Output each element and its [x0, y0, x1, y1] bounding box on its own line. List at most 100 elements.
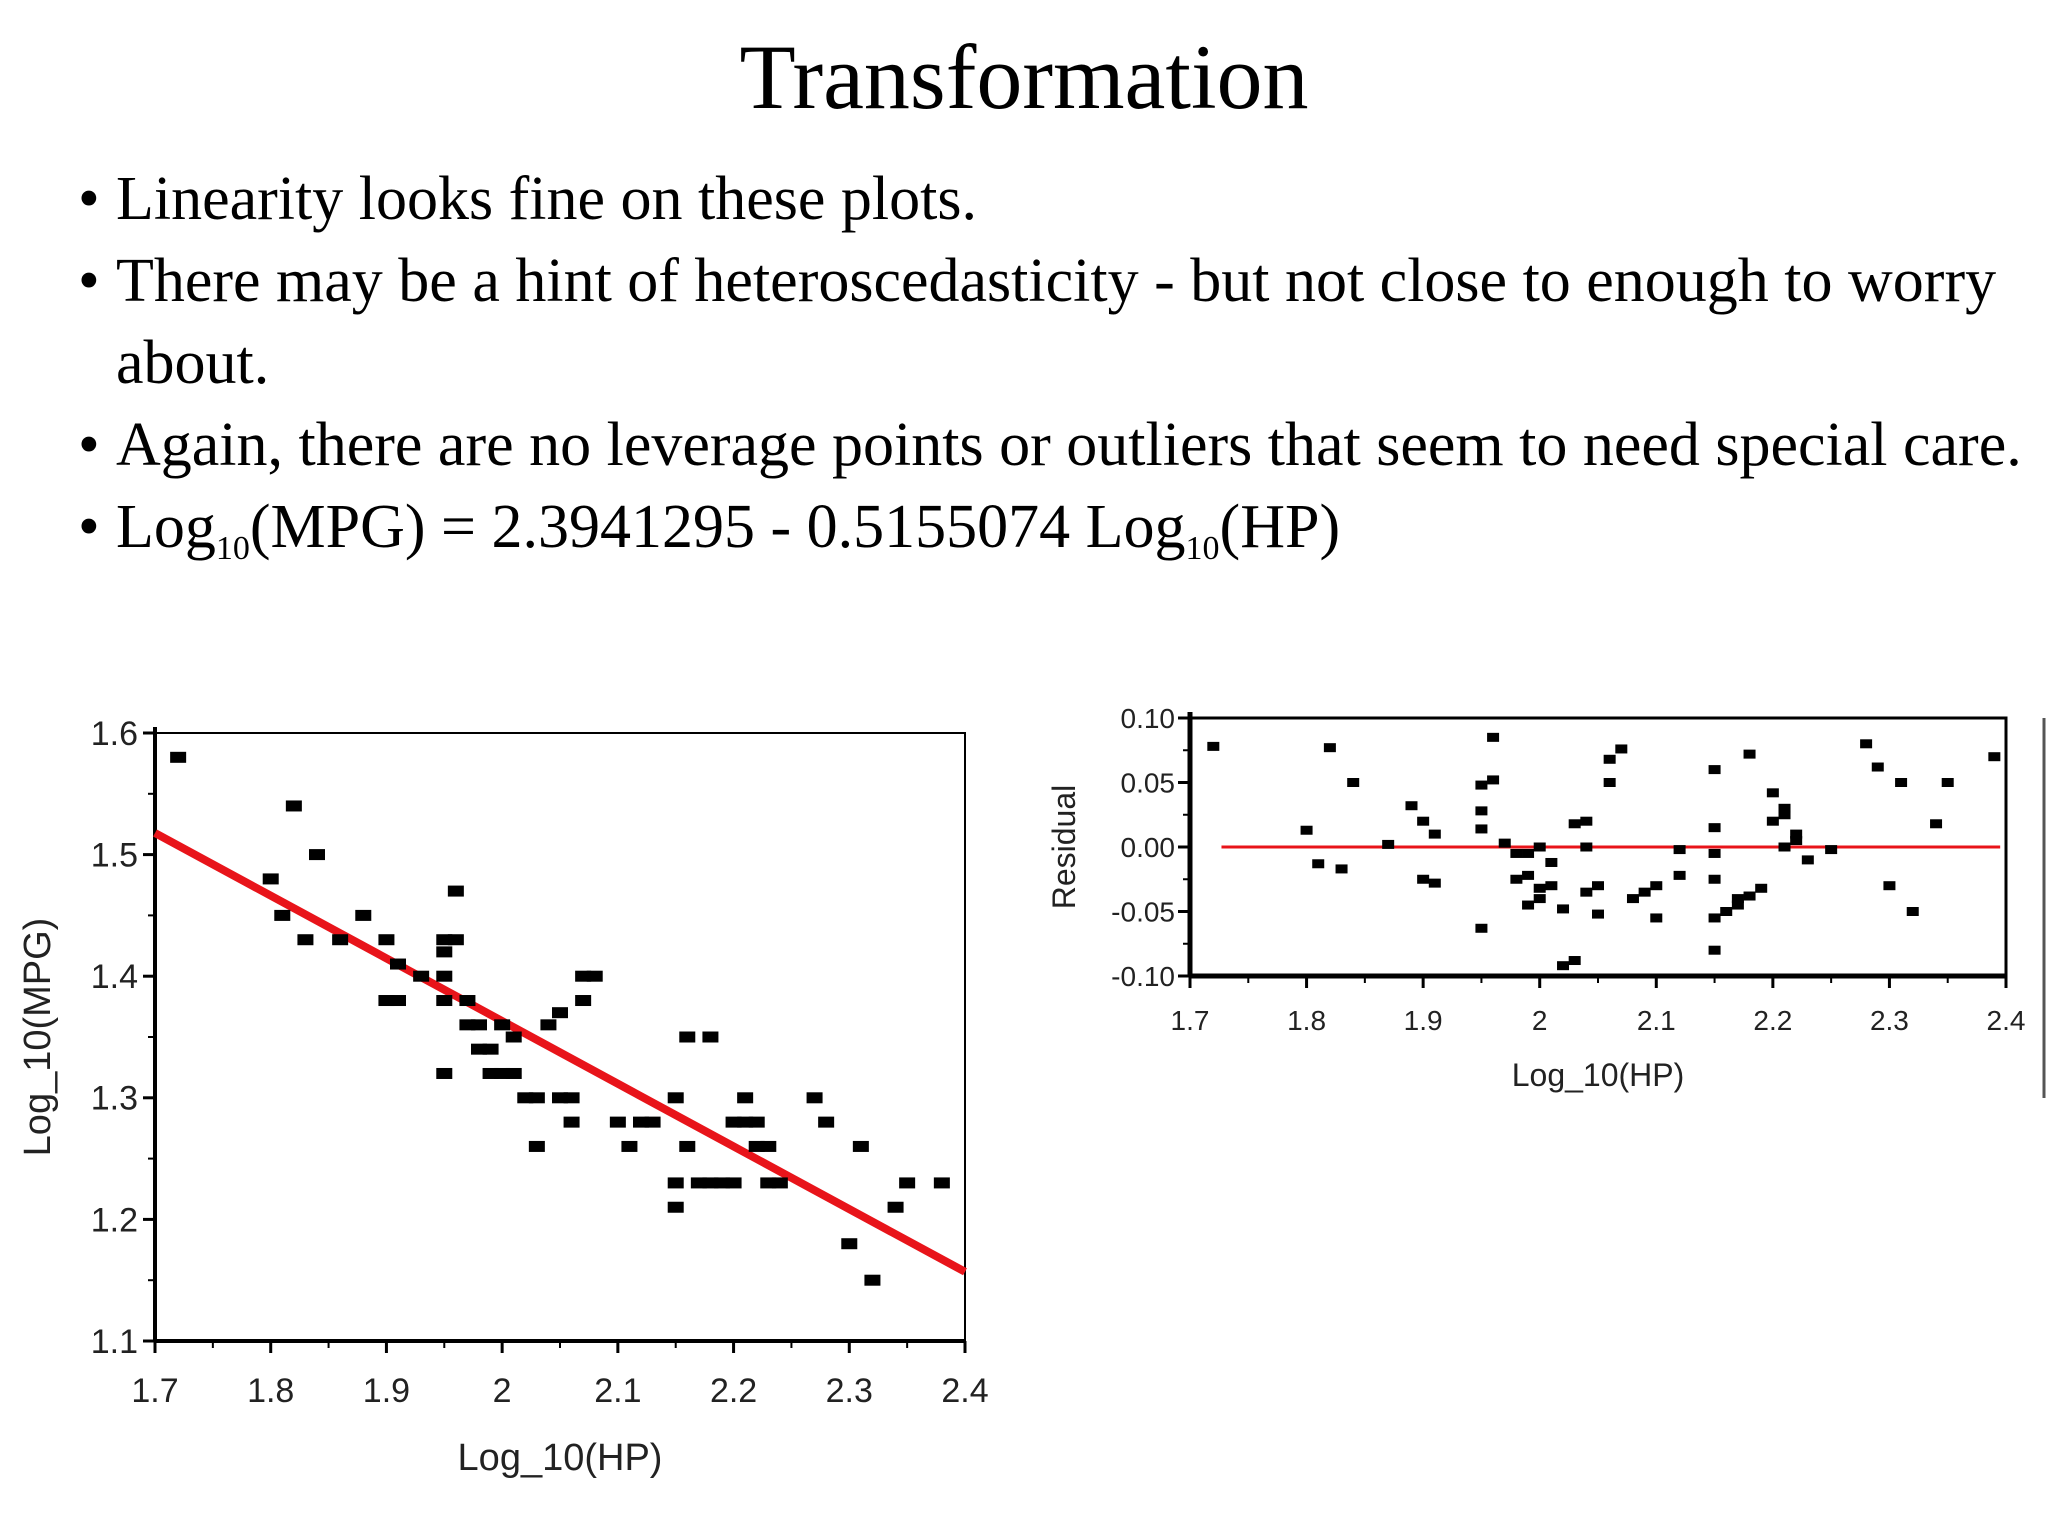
data-point [436, 995, 453, 1007]
data-point [1568, 956, 1581, 966]
bullet-item: • Again, there are no leverage points or… [78, 404, 2038, 486]
data-point [1778, 842, 1791, 852]
data-point [1790, 836, 1803, 846]
data-point [1650, 881, 1663, 891]
data-point [505, 1067, 522, 1079]
data-point [1417, 816, 1430, 826]
data-point [1347, 778, 1360, 787]
data-point [459, 1019, 476, 1031]
data-point [1498, 838, 1511, 848]
data-point [505, 1031, 522, 1043]
data-point [1533, 842, 1546, 852]
data-point [852, 1140, 869, 1152]
data-point [1626, 894, 1639, 904]
y-tick-label: 0.10 [1121, 703, 1176, 734]
bullet-list: • Linearity looks fine on these plots. •… [78, 158, 2038, 568]
bullet-dot-icon: • [78, 247, 100, 315]
data-point [552, 1007, 568, 1019]
data-point [378, 934, 395, 946]
data-point [725, 1116, 742, 1128]
data-point [887, 1201, 904, 1213]
y-axis-label: Log_10(MPG) [17, 918, 59, 1157]
x-tick-label: 2 [1532, 1005, 1548, 1036]
data-point [1207, 741, 1220, 751]
data-point [737, 1092, 754, 1104]
y-tick-label: 1.3 [91, 1080, 138, 1118]
data-point [436, 934, 453, 946]
y-tick-label: 1.4 [91, 958, 138, 996]
data-point [540, 1019, 557, 1031]
data-point [563, 1116, 580, 1128]
data-point [864, 1274, 881, 1286]
data-point [760, 1140, 777, 1152]
data-point [1708, 848, 1721, 858]
data-point [482, 1067, 499, 1079]
data-point [1522, 848, 1535, 858]
data-point [1533, 883, 1546, 893]
data-point [1603, 778, 1616, 787]
data-point [1708, 765, 1721, 775]
x-tick-label: 2.2 [710, 1372, 757, 1410]
equation-part: (MPG) = 2.3941295 - 0.5155074 Log [249, 493, 1186, 561]
x-axis-label: Log_10(HP) [458, 1437, 663, 1479]
data-point [1766, 788, 1779, 798]
data-point [1673, 845, 1686, 855]
data-point [1335, 864, 1348, 874]
data-point [494, 1019, 511, 1031]
data-point [1300, 825, 1313, 835]
data-point [667, 1177, 684, 1189]
bullet-text: There may be a hint of heteroscedasticit… [116, 247, 1997, 397]
data-point [1790, 829, 1803, 839]
data-point [1417, 874, 1430, 884]
equation-text: Log10(MPG) = 2.3941295 - 0.5155074 Log10… [116, 493, 1341, 566]
data-point [1825, 845, 1838, 855]
data-point [667, 1201, 684, 1213]
data-point [725, 1177, 742, 1189]
x-tick-label: 2 [493, 1372, 512, 1410]
equation-part: Log [116, 493, 216, 561]
data-point [1941, 778, 1954, 787]
data-point [471, 1043, 487, 1055]
data-point [1323, 743, 1336, 753]
data-point [1743, 891, 1756, 901]
y-tick-label: 1.2 [91, 1201, 138, 1239]
data-point [1766, 816, 1779, 826]
x-tick-label: 2.4 [1987, 1005, 2026, 1036]
data-point [1522, 870, 1535, 880]
data-point [390, 958, 406, 970]
data-point [447, 934, 464, 946]
x-tick-label: 1.7 [1171, 1005, 1210, 1036]
equation-part: (HP) [1219, 493, 1341, 561]
data-point [1557, 904, 1570, 914]
data-point [459, 995, 476, 1007]
x-tick-label: 2.1 [594, 1372, 641, 1410]
data-point [1603, 754, 1616, 764]
bullet-item: • There may be a hint of heteroscedastic… [78, 240, 2038, 404]
data-point [1510, 848, 1523, 858]
y-tick-label: -0.05 [1111, 896, 1175, 927]
data-point [1906, 907, 1919, 916]
data-point [1405, 801, 1418, 811]
data-point [1475, 824, 1488, 834]
data-point [841, 1238, 858, 1250]
data-point [1428, 878, 1441, 888]
data-point [1475, 806, 1488, 816]
data-point [1743, 749, 1756, 759]
data-point [1592, 881, 1604, 891]
regression-line [153, 829, 967, 1276]
slide-title: Transformation [739, 26, 1309, 128]
data-point [1545, 857, 1558, 867]
data-point [771, 1177, 788, 1189]
bullet-dot-icon: • [78, 411, 100, 479]
data-point [1801, 855, 1814, 865]
y-tick-label: 1.6 [91, 715, 138, 753]
data-point [447, 885, 464, 897]
data-point [1895, 778, 1908, 787]
data-point [436, 970, 453, 982]
y-tick-label: 0.05 [1121, 767, 1176, 798]
data-point [1557, 961, 1570, 971]
data-point [1545, 881, 1558, 891]
data-point [1487, 732, 1500, 742]
data-point [1615, 744, 1628, 754]
